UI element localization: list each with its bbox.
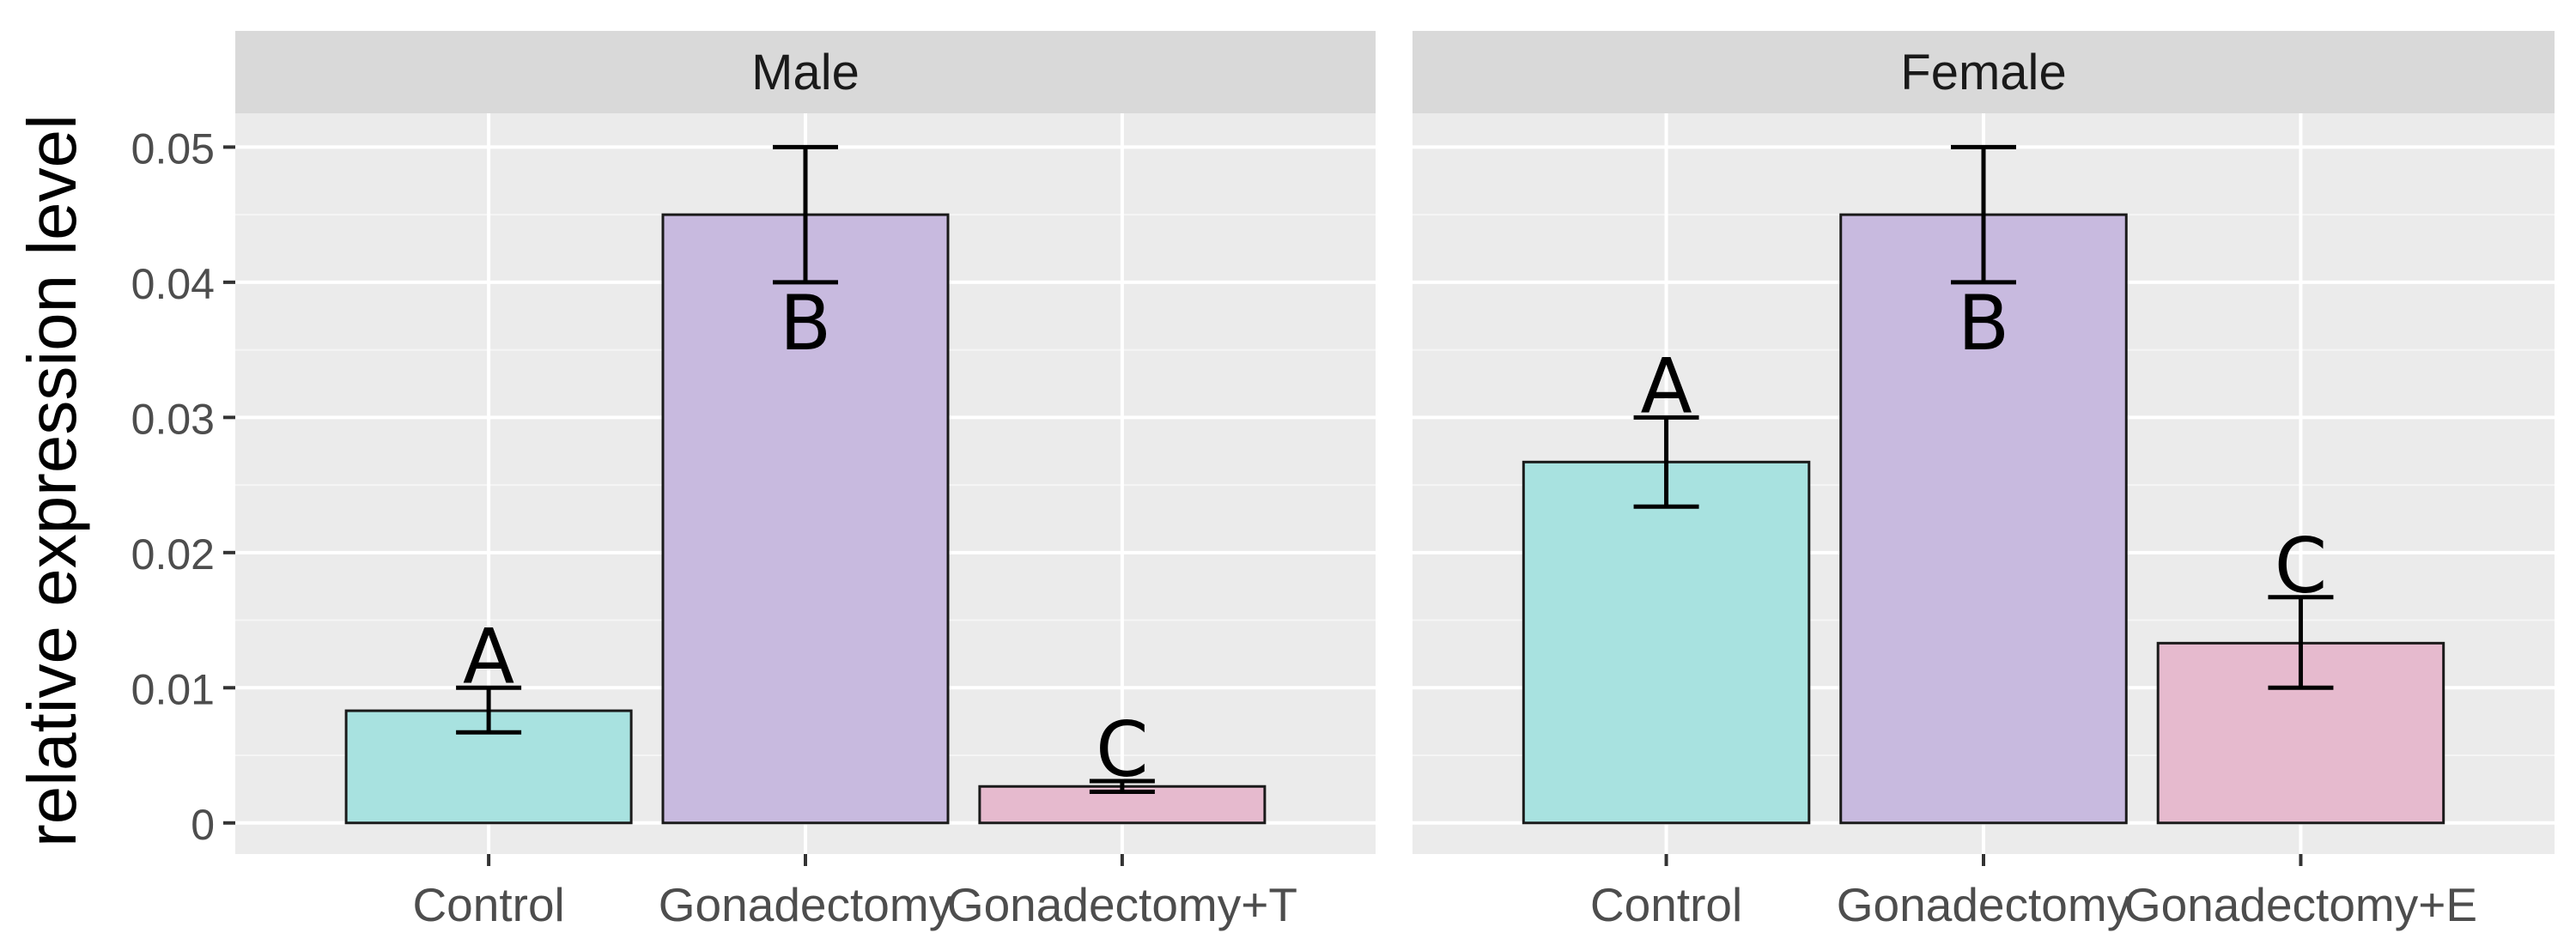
x-tick-label: Gonadectomy+E — [2124, 878, 2477, 931]
y-tick-label: 0.05 — [131, 124, 215, 173]
facet-strip-female — [1413, 31, 2555, 113]
x-tick-label: Control — [1590, 878, 1742, 931]
bar — [661, 213, 950, 825]
significance-label: A — [463, 612, 514, 700]
significance-label: C — [1096, 706, 1148, 794]
significance-label: A — [1640, 342, 1692, 430]
bar — [1839, 213, 2128, 825]
y-tick-label: 0.04 — [131, 260, 215, 308]
significance-label: B — [780, 279, 831, 367]
facet-label-male: Male — [751, 45, 860, 100]
bar — [1522, 460, 1811, 825]
y-tick-label: 0.03 — [131, 395, 215, 443]
facet-strip-male — [235, 31, 1376, 113]
x-tick-label: Gonadectomy — [1837, 878, 2131, 931]
significance-label: C — [2275, 522, 2327, 610]
y-axis-title: relative expression level — [14, 114, 90, 847]
y-tick-label: 0.02 — [131, 530, 215, 579]
y-tick-label: 0 — [191, 801, 215, 849]
x-tick-label: Gonadectomy — [659, 878, 953, 931]
x-tick-label: Control — [412, 878, 564, 931]
significance-label: B — [1958, 279, 2009, 367]
facet-label-female: Female — [1900, 45, 2066, 100]
x-tick-label: Gonadectomy+T — [947, 878, 1297, 931]
y-tick-label: 0.01 — [131, 665, 215, 713]
